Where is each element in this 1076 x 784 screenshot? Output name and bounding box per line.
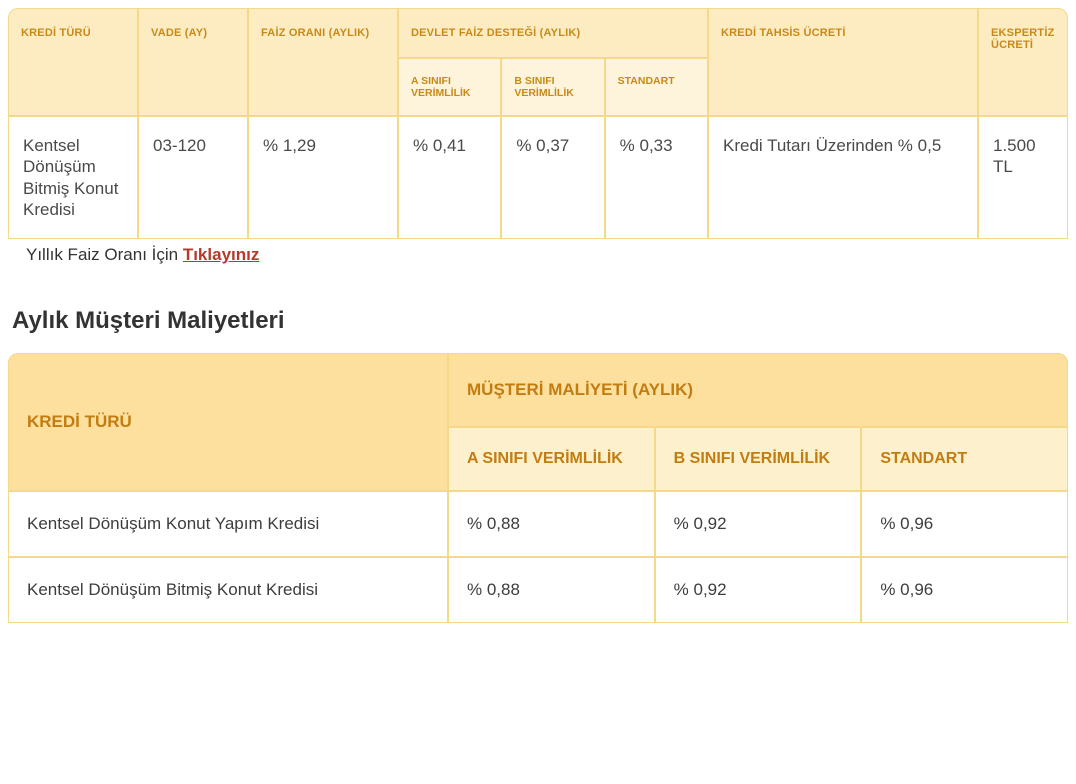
cell2-class-a: % 0,88	[448, 557, 655, 623]
col2-standard: STANDART	[861, 427, 1068, 491]
cell-alloc-fee: Kredi Tutarı Üzerinden % 0,5	[708, 116, 978, 239]
cell-expert-fee: 1.500 TL	[978, 116, 1068, 239]
credit-rates-table: KREDİ TÜRÜ VADE (AY) FAİZ ORANI (AYLIK) …	[8, 8, 1068, 239]
section-title-monthly-costs: Aylık Müşteri Maliyetleri	[12, 307, 1068, 335]
monthly-cost-table: KREDİ TÜRÜ MÜŞTERİ MALİYETİ (AYLIK) A SI…	[8, 353, 1068, 623]
cell2-class-a: % 0,88	[448, 491, 655, 557]
col-class-a: A SINIFI VERİMLİLİK	[398, 58, 501, 116]
col2-customer-cost: MÜŞTERİ MALİYETİ (AYLIK)	[448, 353, 1068, 427]
col-alloc-fee: KREDİ TAHSİS ÜCRETİ	[708, 8, 978, 116]
cell-standard: % 0,33	[605, 116, 708, 239]
cell2-standard: % 0,96	[861, 557, 1068, 623]
cell2-class-b: % 0,92	[655, 557, 862, 623]
col-expert-fee: EKSPERTİZ ÜCRETİ	[978, 8, 1068, 116]
col-term: VADE (AY)	[138, 8, 248, 116]
table-row: Kentsel Dönüşüm Bitmiş Konut Kredisi 03-…	[8, 116, 1068, 239]
cell-rate: % 1,29	[248, 116, 398, 239]
table-row: Kentsel Dönüşüm Bitmiş Konut Kredisi % 0…	[8, 557, 1068, 623]
col-credit-type: KREDİ TÜRÜ	[8, 8, 138, 116]
linkline-prefix: Yıllık Faiz Oranı İçin	[26, 245, 183, 264]
cell-credit-type: Kentsel Dönüşüm Bitmiş Konut Kredisi	[8, 116, 138, 239]
col-gov-support: DEVLET FAİZ DESTEĞİ (AYLIK)	[398, 8, 708, 58]
col-class-b: B SINIFI VERİMLİLİK	[501, 58, 604, 116]
annual-rate-link[interactable]: Tıklayınız	[183, 245, 260, 264]
cell2-credit-type: Kentsel Dönüşüm Konut Yapım Kredisi	[8, 491, 448, 557]
cell2-class-b: % 0,92	[655, 491, 862, 557]
table-row: Kentsel Dönüşüm Konut Yapım Kredisi % 0,…	[8, 491, 1068, 557]
cell-class-b: % 0,37	[501, 116, 604, 239]
annual-rate-linkline: Yıllık Faiz Oranı İçin Tıklayınız	[26, 245, 1068, 265]
col2-credit-type: KREDİ TÜRÜ	[8, 353, 448, 491]
col2-class-b: B SINIFI VERİMLİLİK	[655, 427, 862, 491]
col-rate: FAİZ ORANI (AYLIK)	[248, 8, 398, 116]
cell2-credit-type: Kentsel Dönüşüm Bitmiş Konut Kredisi	[8, 557, 448, 623]
col2-class-a: A SINIFI VERİMLİLİK	[448, 427, 655, 491]
cell2-standard: % 0,96	[861, 491, 1068, 557]
cell-class-a: % 0,41	[398, 116, 501, 239]
col-standard: STANDART	[605, 58, 708, 116]
cell-term: 03-120	[138, 116, 248, 239]
